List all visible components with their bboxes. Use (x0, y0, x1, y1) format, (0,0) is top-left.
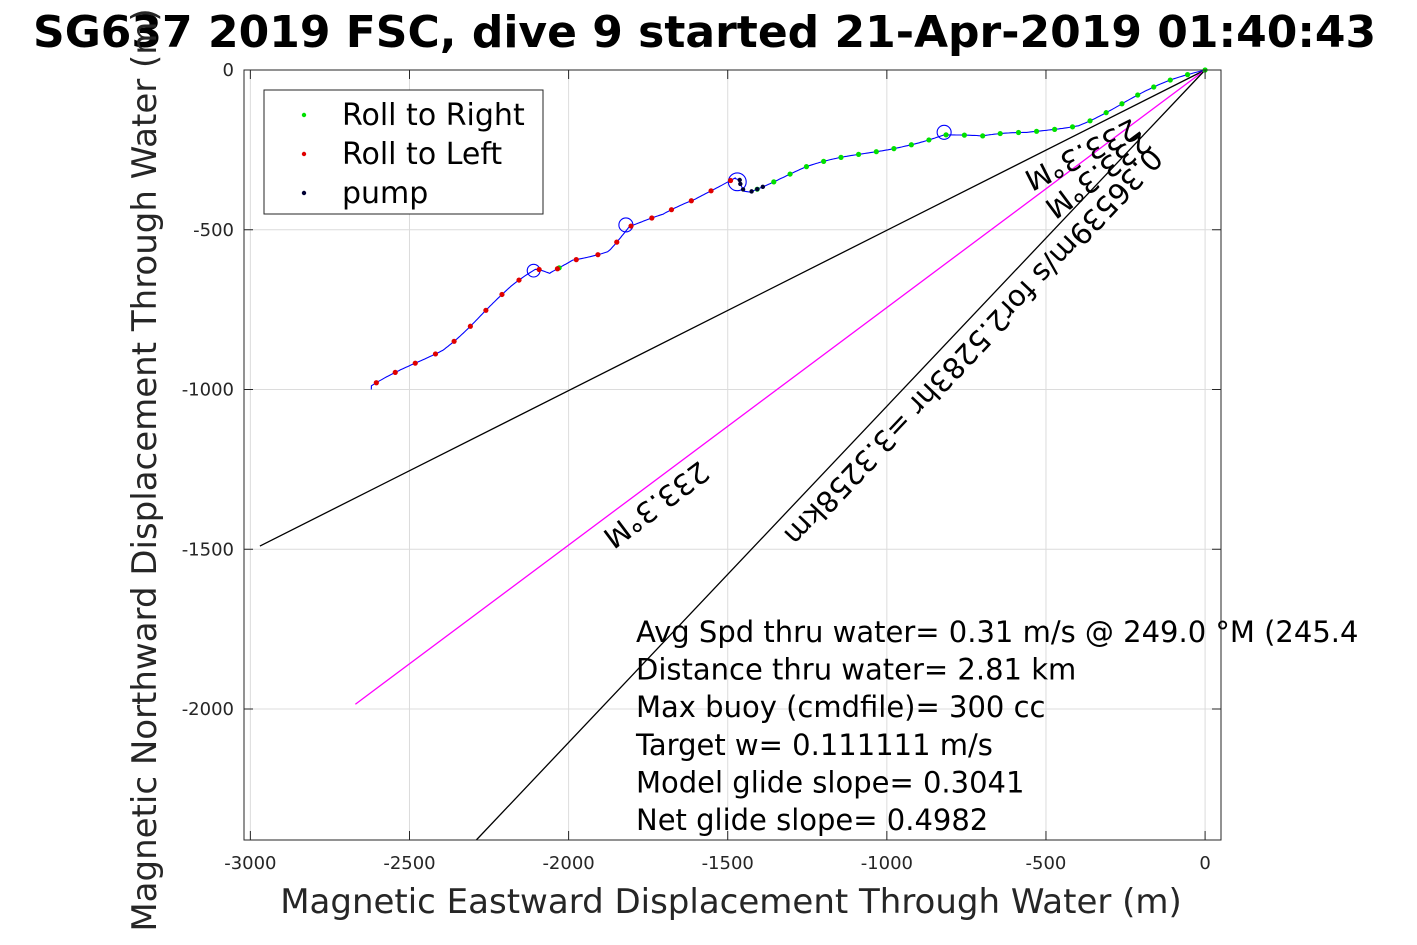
roll-right-marker (1135, 92, 1141, 98)
roll-left-marker (536, 266, 542, 273)
roll-left-marker (727, 177, 734, 184)
roll-right-marker (838, 154, 844, 160)
chart-title: SG637 2019 FSC, dive 9 started 21-Apr-20… (33, 7, 1376, 58)
annotation-line: Target w= 0.111111 m/s (635, 728, 993, 762)
x-tick-label: -1500 (702, 853, 754, 874)
legend-label: Roll to Right (342, 98, 525, 133)
x-tick-label: 0 (1199, 853, 1210, 874)
bearing-line-middle (354, 69, 1206, 705)
roll-right-marker (873, 149, 879, 155)
y-tick-label: -500 (193, 220, 234, 241)
roll-right-marker (1033, 128, 1040, 134)
bearing-line-lower (475, 69, 1206, 841)
bearing-line-upper (259, 69, 1206, 547)
roll-right-marker (980, 133, 986, 139)
roll-left-marker (516, 277, 522, 283)
annotation-line: Net glide slope= 0.4982 (636, 803, 988, 837)
legend-label: pump (342, 176, 428, 211)
x-tick-label: -3000 (224, 853, 276, 874)
roll-left-marker (373, 380, 379, 386)
roll-right-marker (1052, 126, 1058, 132)
roll-right-marker (856, 151, 862, 157)
legend-marker (301, 112, 307, 118)
y-tick-label: -1500 (182, 539, 234, 560)
roll-right-marker (926, 137, 932, 143)
roll-right-marker (961, 132, 967, 138)
roll-right-marker (1069, 124, 1076, 130)
roll-right-marker (1103, 110, 1109, 116)
x-tick-label: -2000 (542, 853, 594, 874)
track-loop (936, 124, 952, 140)
roll-right-marker (787, 171, 793, 177)
roll-left-marker (595, 252, 601, 258)
y-axis-label: Magnetic Northward Displacement Through … (125, 8, 165, 931)
roll-left-marker (668, 207, 675, 213)
legend-label: Roll to Left (342, 137, 502, 172)
roll-left-marker (649, 215, 655, 221)
annotation-line: Avg Spd thru water= 0.31 m/s @ 249.0 °M … (636, 615, 1358, 649)
annotation-line: Distance thru water= 2.81 km (636, 653, 1076, 687)
pump-marker (755, 186, 760, 192)
roll-left-marker (554, 266, 561, 272)
roll-right-marker (997, 130, 1003, 137)
roll-left-marker (432, 351, 439, 357)
pump-marker (760, 184, 766, 190)
axes-frame (243, 69, 1222, 841)
pump-marker (738, 181, 743, 187)
roll-left-marker (573, 257, 579, 263)
legend-marker (301, 151, 307, 157)
roll-left-marker (467, 323, 473, 329)
roll-right-marker (821, 158, 827, 164)
roll-left-marker (451, 338, 457, 344)
x-axis-label: Magnetic Eastward Displacement Through W… (280, 882, 1182, 922)
bearing-line-label-middle: 233.3°M (597, 454, 716, 555)
roll-right-marker (1087, 118, 1093, 124)
roll-right-marker (1184, 72, 1191, 78)
roll-right-marker (1167, 77, 1173, 83)
roll-left-marker (392, 369, 398, 376)
legend-marker (301, 190, 307, 196)
x-tick-label: -500 (1026, 853, 1067, 874)
tick-labels: -3000 -2500 -2000 -1500 -1000 -500 0 0 -500 -1000… (182, 60, 1211, 874)
bearing-line-label-lower: 0.36539m/s for2.5283hr =3.3258km (777, 141, 1169, 552)
annotation-block: Avg Spd thru water= 0.31 m/s @ 249.0 °M … (635, 615, 1358, 837)
bearing-lines (259, 69, 1206, 841)
x-tick-label: -2500 (383, 853, 435, 874)
roll-right-marker (803, 164, 810, 170)
pump-marker (749, 189, 754, 194)
pump-marker (740, 187, 746, 192)
dive-track (370, 67, 1208, 390)
roll-right-marker (943, 132, 949, 138)
plot-box (243, 69, 1222, 841)
roll-left-marker (708, 188, 714, 194)
annotation-line: Model glide slope= 0.3041 (636, 765, 1024, 799)
x-tick-label: -1000 (861, 853, 913, 874)
roll-left-marker (412, 360, 418, 366)
roll-left-marker (499, 291, 505, 298)
y-tick-label: -2000 (182, 699, 234, 720)
annotation-line: Max buoy (cmdfile)= 300 cc (636, 690, 1045, 724)
roll-right-marker (1151, 84, 1157, 90)
pump-marker (737, 177, 742, 183)
legend-box (263, 89, 544, 215)
roll-left-marker (628, 223, 634, 229)
y-tick-label: 0 (223, 60, 234, 81)
roll-right-marker (908, 142, 914, 148)
roll-right-marker (1015, 129, 1022, 136)
roll-right-marker (891, 146, 897, 152)
roll-right-marker (771, 179, 777, 185)
roll-left-marker (688, 198, 694, 204)
y-tick-label: -1000 (182, 380, 234, 401)
roll-left-marker (614, 239, 620, 245)
roll-left-marker (483, 307, 489, 313)
roll-right-marker (1119, 101, 1125, 107)
legend: Roll to Right Roll to Left pump (263, 89, 544, 215)
